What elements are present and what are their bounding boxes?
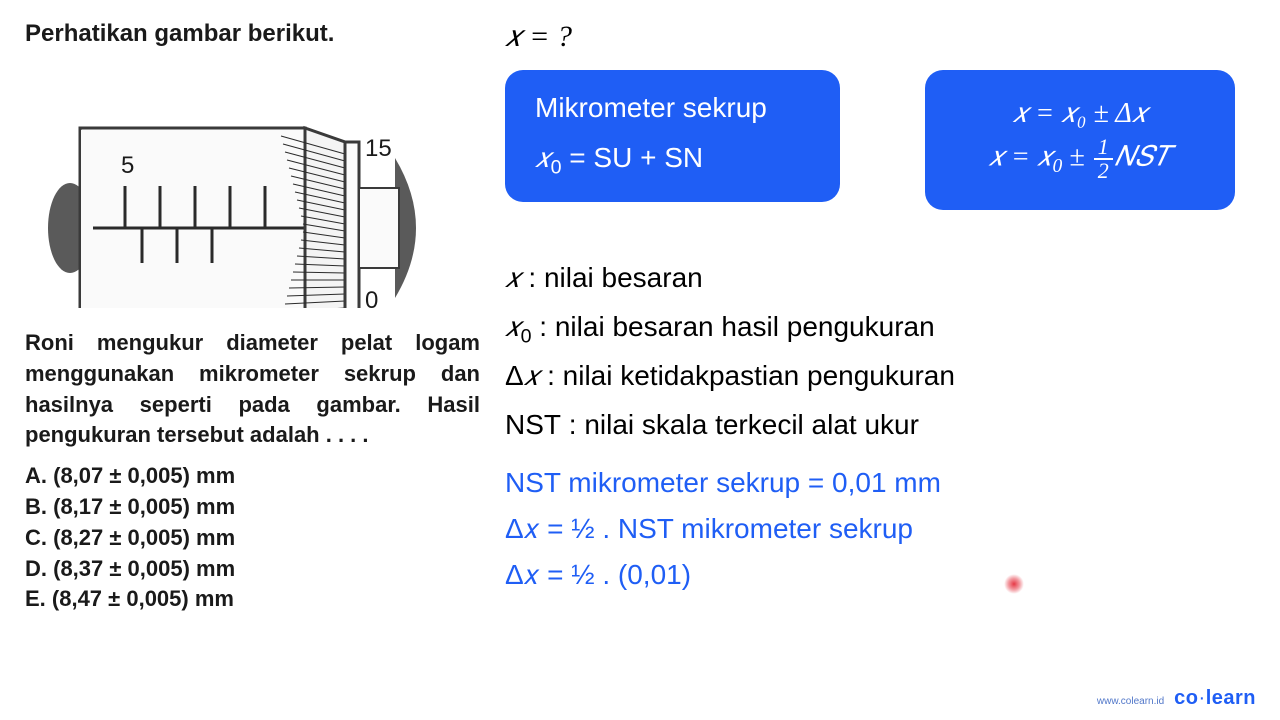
formula-box-2: 𝑥 = 𝑥₀ ± Δ𝑥 𝑥 = 𝑥0 ± 12𝑁𝑆𝑇 (925, 70, 1235, 210)
formula-box-1: Mikrometer sekrup 𝑥0 = SU + SN (505, 70, 840, 202)
blue-line-1: NST mikrometer sekrup = 0,01 mm (505, 460, 941, 506)
option-c: C. (8,27 ± 0,005) mm (25, 523, 480, 554)
blue-line-3: Δ𝑥 = ½ . (0,01) (505, 552, 941, 598)
svg-text:15: 15 (365, 135, 392, 162)
option-e: E. (8,47 ± 0,005) mm (25, 584, 480, 615)
instruction-text: Perhatikan gambar berikut. (25, 20, 480, 48)
def-dx: Δ𝑥 : nilai ketidakpastian pengukuran (505, 353, 955, 402)
box1-title: Mikrometer sekrup (535, 92, 810, 124)
option-d: D. (8,37 ± 0,005) mm (25, 554, 480, 585)
box2-eq2: 𝑥 = 𝑥0 ± 12𝑁𝑆𝑇 (955, 136, 1205, 182)
def-nst: NST : nilai skala terkecil alat ukur (505, 402, 955, 451)
def-x: 𝑥 : nilai besaran (505, 255, 955, 304)
box2-eq1: 𝑥 = 𝑥₀ ± Δ𝑥 (955, 98, 1205, 130)
blue-calc-block: NST mikrometer sekrup = 0,01 mm Δ𝑥 = ½ .… (505, 460, 941, 599)
footer-url: www.colearn.id (1097, 696, 1164, 707)
cursor-pointer-icon (1004, 574, 1024, 594)
question-x: 𝑥 = ? (505, 20, 1265, 54)
box1-formula: 𝑥0 = SU + SN (535, 142, 810, 180)
right-panel: 𝑥 = ? Mikrometer sekrup 𝑥0 = SU + SN 𝑥 =… (505, 20, 1265, 69)
blue-line-2: Δ𝑥 = ½ . NST mikrometer sekrup (505, 506, 941, 552)
option-b: B. (8,17 ± 0,005) mm (25, 492, 480, 523)
svg-text:5: 5 (121, 152, 134, 179)
def-x0: 𝑥0 : nilai besaran hasil pengukuran (505, 304, 955, 353)
micrometer-diagram: 5 (25, 68, 445, 308)
definitions-block: 𝑥 : nilai besaran 𝑥0 : nilai besaran has… (505, 255, 955, 451)
colearn-logo: co·learn (1174, 687, 1256, 710)
options-list: A. (8,07 ± 0,005) mm B. (8,17 ± 0,005) m… (25, 461, 480, 615)
svg-text:0: 0 (365, 287, 378, 308)
footer: www.colearn.id co·learn (1097, 687, 1256, 710)
left-panel: Perhatikan gambar berikut. 5 (25, 20, 480, 615)
option-a: A. (8,07 ± 0,005) mm (25, 461, 480, 492)
question-text: Roni mengukur diameter pelat logam mengg… (25, 328, 480, 451)
